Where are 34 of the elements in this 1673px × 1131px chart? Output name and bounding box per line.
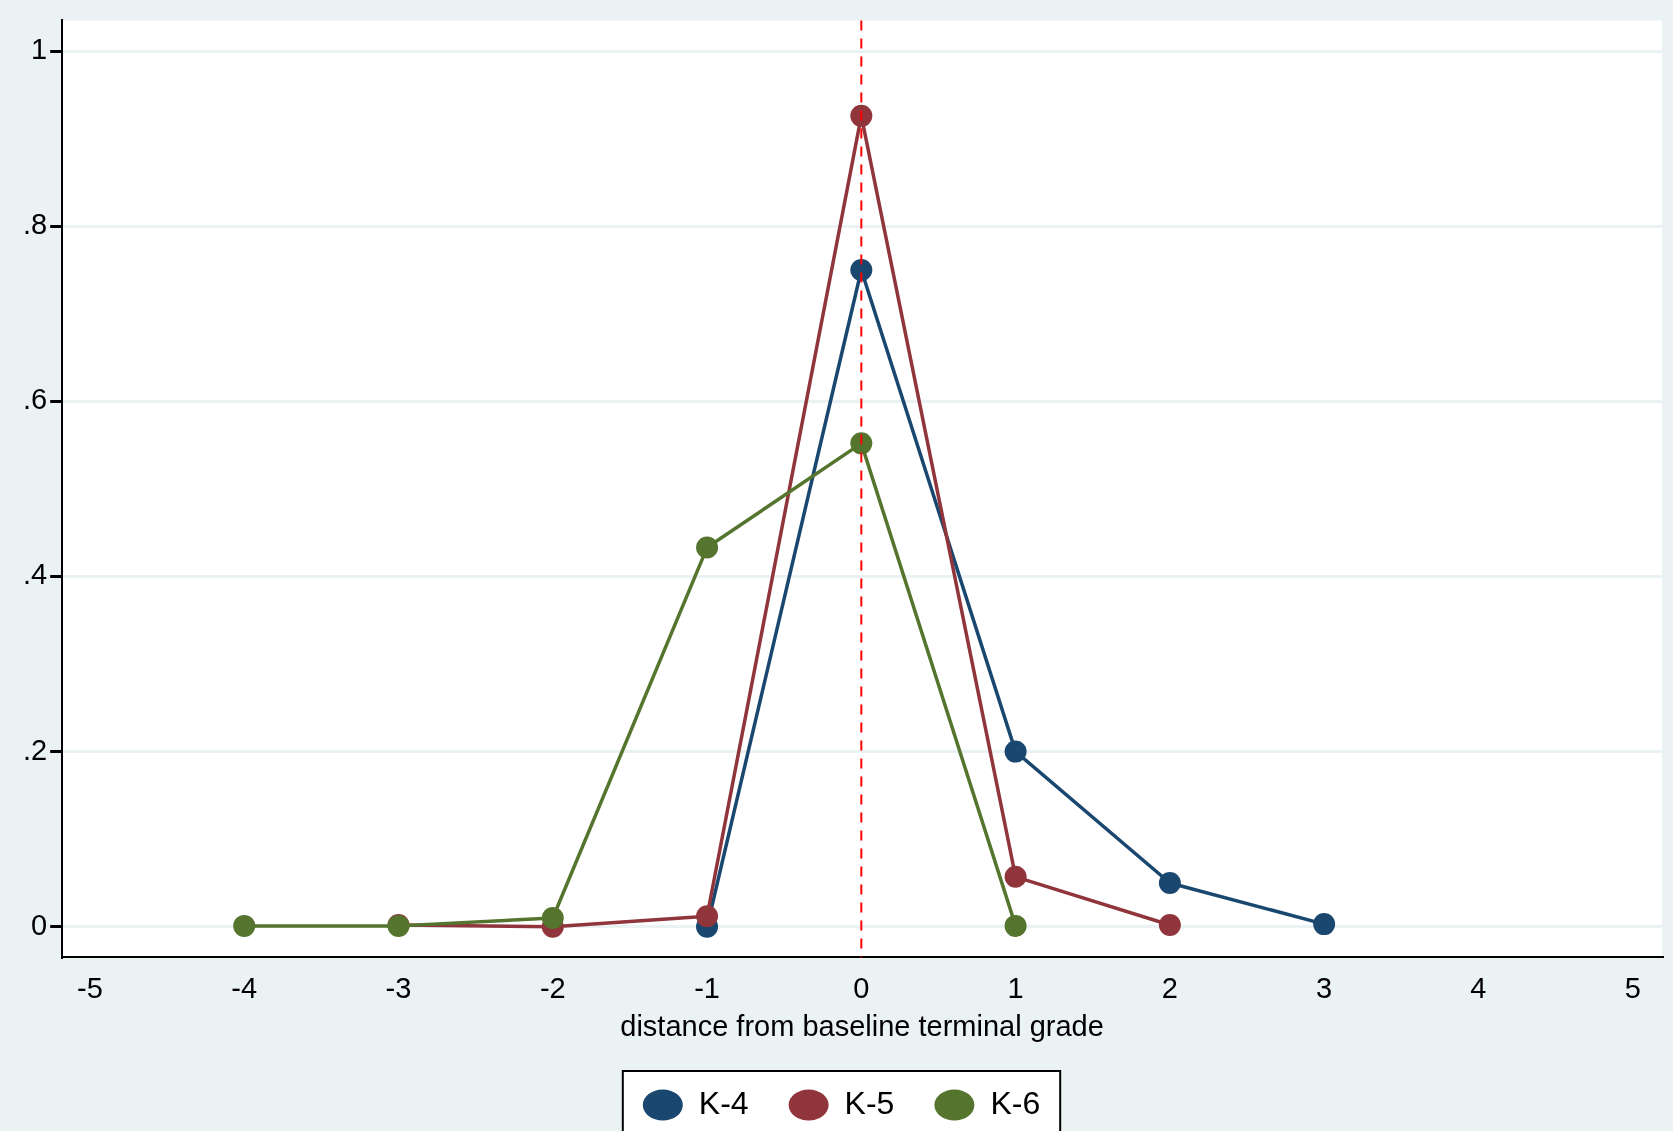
legend-label: K-5 xyxy=(844,1084,895,1121)
x-axis-title: distance from baseline terminal grade xyxy=(620,1009,1104,1042)
x-tick-label: 0 xyxy=(853,971,870,1004)
y-tick-label: .8 xyxy=(23,208,48,241)
x-tick-label: 2 xyxy=(1161,971,1178,1004)
point xyxy=(696,536,719,559)
y-tick-label: .4 xyxy=(23,558,48,591)
x-tick-label: 4 xyxy=(1470,971,1487,1004)
x-tick-label: -4 xyxy=(231,971,258,1004)
x-tick-label: 5 xyxy=(1624,971,1641,1004)
y-tick-label: 1 xyxy=(31,33,48,66)
legend-label: K-4 xyxy=(698,1084,749,1121)
x-tick-label: 1 xyxy=(1007,971,1024,1004)
x-tick-label: 3 xyxy=(1316,971,1333,1004)
point xyxy=(1004,865,1027,888)
point xyxy=(233,914,256,937)
point xyxy=(1004,740,1027,763)
point xyxy=(1158,914,1181,936)
point xyxy=(1313,913,1336,936)
point xyxy=(850,432,873,455)
point xyxy=(850,104,873,127)
y-tick-label: 0 xyxy=(31,908,48,941)
point xyxy=(1004,914,1027,937)
point xyxy=(696,905,719,928)
x-tick-label: -5 xyxy=(77,971,103,1004)
point xyxy=(1158,871,1181,894)
y-tick-label: .2 xyxy=(23,733,48,766)
point xyxy=(850,258,873,281)
x-tick-label: -2 xyxy=(539,971,566,1004)
x-tick-label: -3 xyxy=(385,971,412,1004)
y-tick-label: .6 xyxy=(23,383,48,416)
x-tick-label: -1 xyxy=(694,971,720,1004)
legend-label: K-6 xyxy=(990,1084,1041,1121)
point xyxy=(541,906,564,929)
